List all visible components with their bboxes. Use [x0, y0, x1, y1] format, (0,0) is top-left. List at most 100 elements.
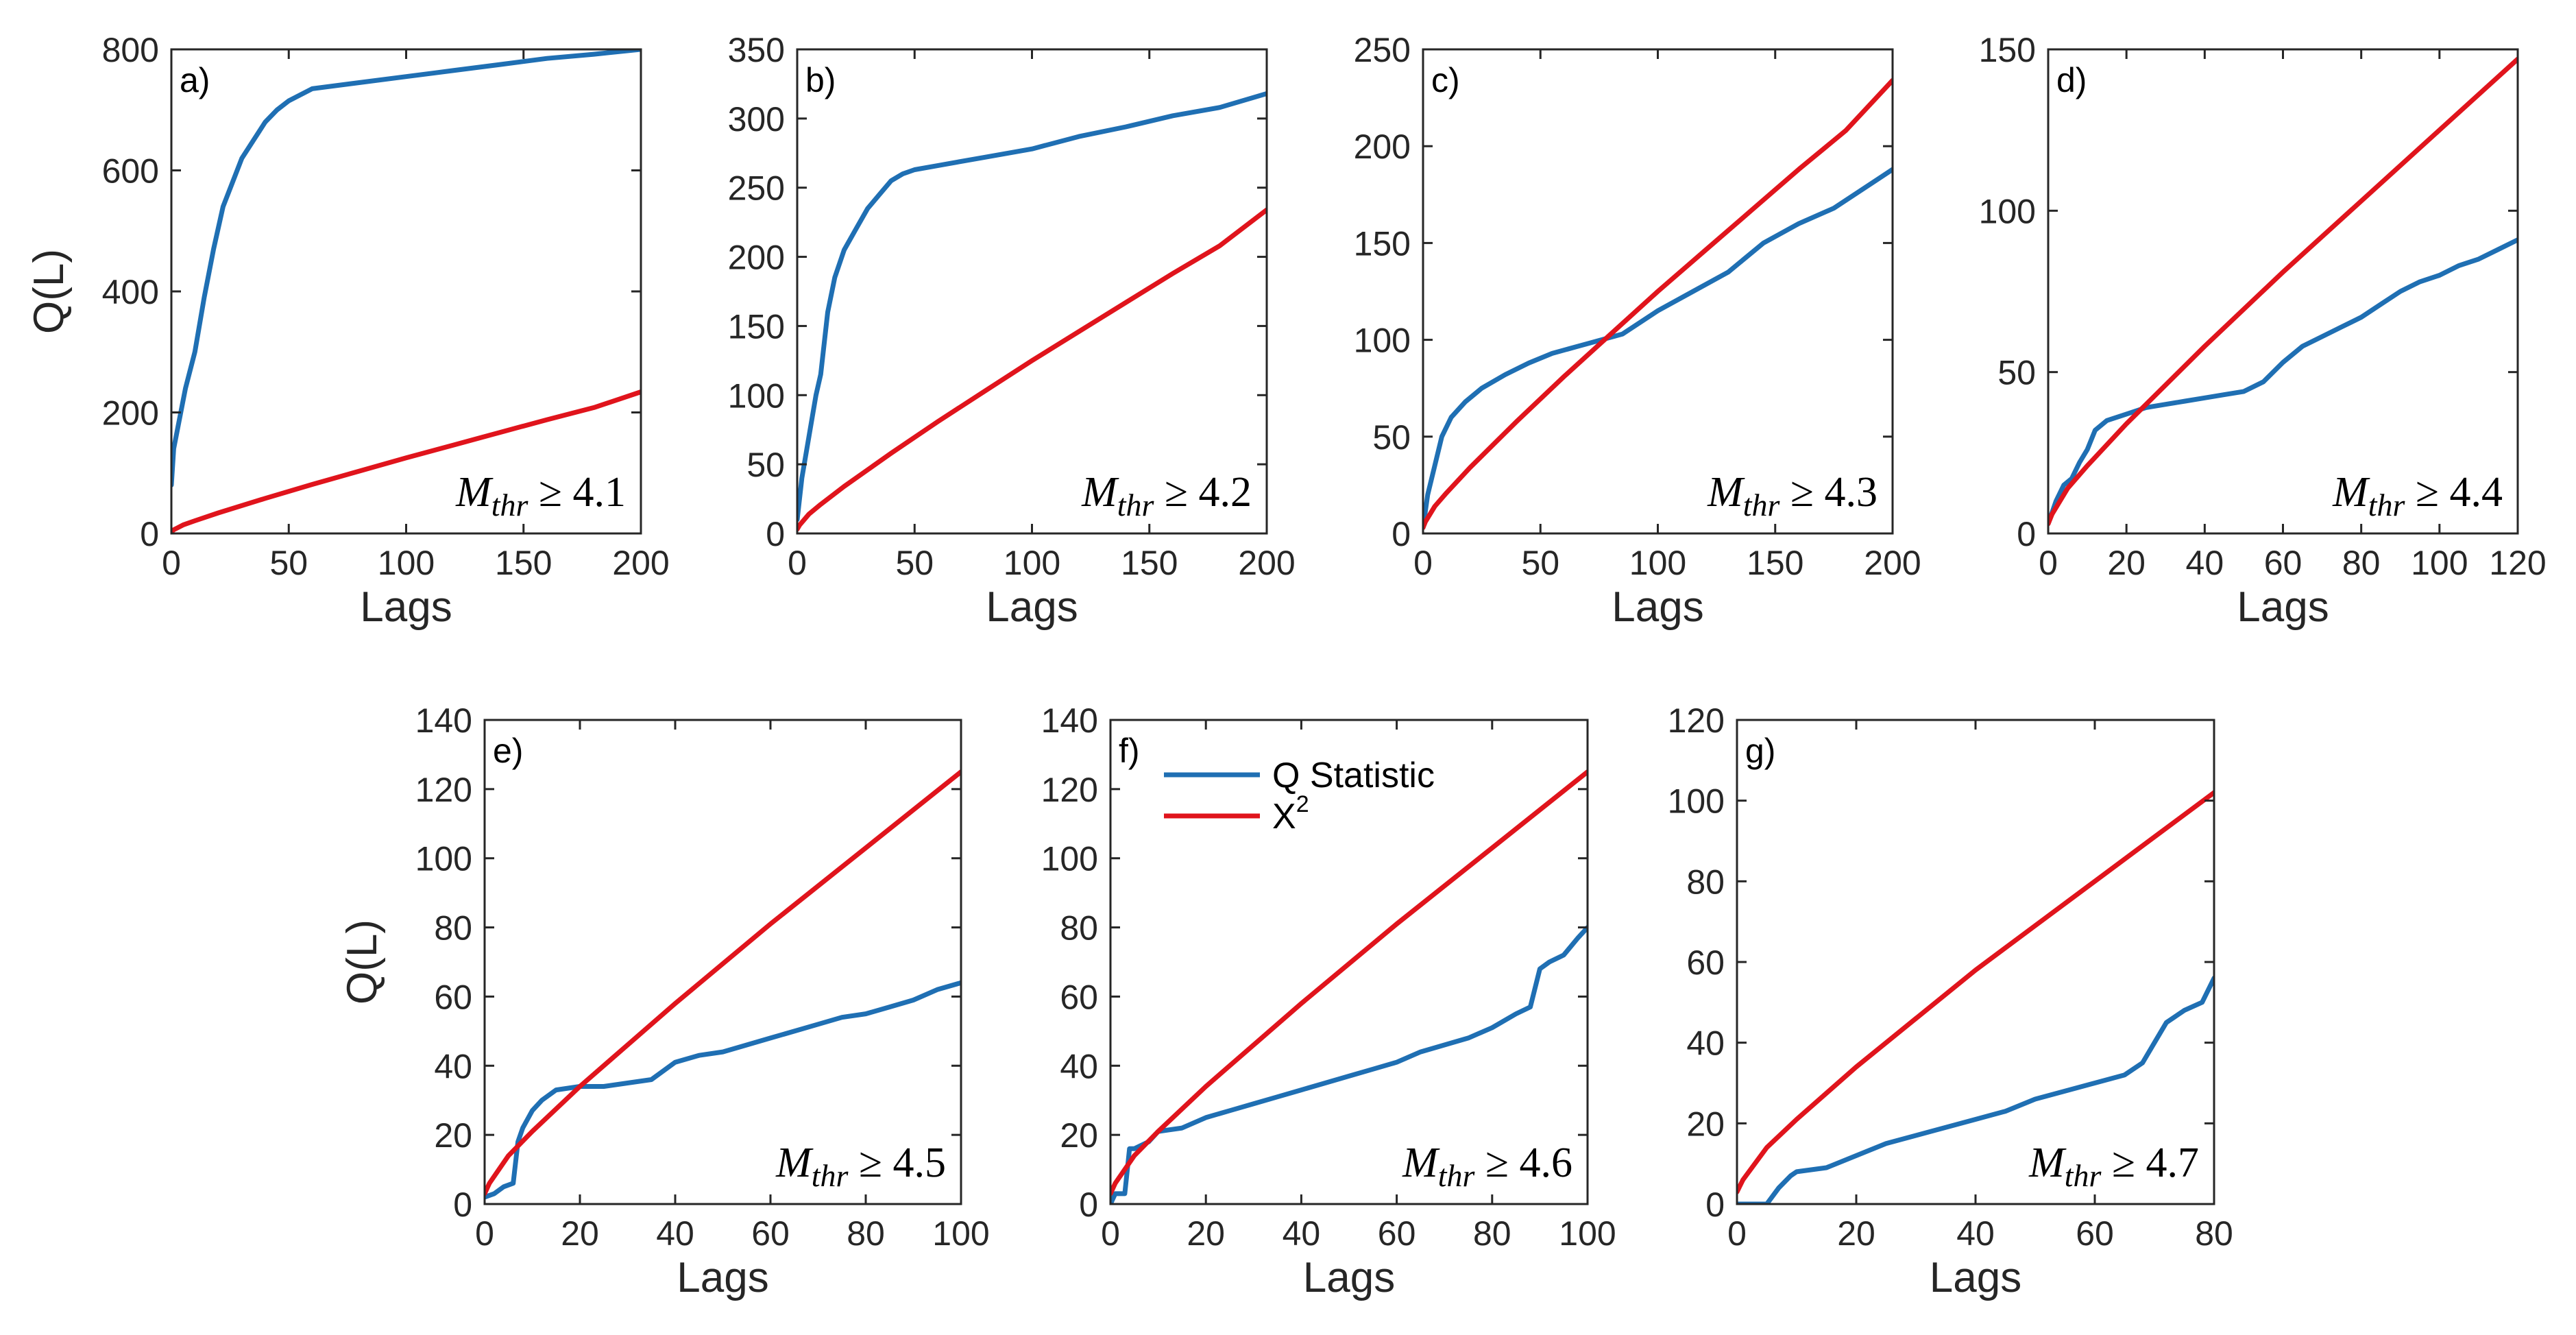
x-tick-label: 20	[561, 1214, 599, 1253]
x-axis-label: Lags	[986, 584, 1078, 631]
chi2-series	[797, 207, 1267, 532]
x-tick-label: 0	[2039, 544, 2058, 582]
x-tick-label: 80	[847, 1214, 885, 1253]
annotation-m: M	[1707, 469, 1745, 516]
y-tick-label: 800	[102, 31, 159, 69]
legend-chi2-label: X2	[1272, 791, 1309, 837]
panel-letter: b)	[805, 61, 836, 99]
q-statistic-series	[485, 980, 961, 1200]
x-tick-label: 50	[269, 544, 308, 582]
annotation-rest: ≥ 4.1	[528, 469, 626, 516]
y-tick-label: 100	[728, 376, 785, 415]
panel-c: 0 50 100 150 200 0 50 100 150 200 250 Lags c) Mthr ≥ …	[1354, 31, 1921, 631]
annotation-m: M	[2332, 469, 2370, 516]
y-tick-label: 0	[1392, 515, 1411, 553]
x-tick-label: 120	[2489, 544, 2546, 582]
q-statistic-series	[1737, 976, 2214, 1204]
axes-frame	[1109, 719, 1589, 1205]
x-tick-label: 80	[2342, 544, 2381, 582]
y-tick-label: 50	[746, 446, 785, 484]
x-axis-label: Lags	[1930, 1254, 2021, 1301]
legend-q-label: Q Statistic	[1272, 756, 1435, 795]
panel-letter: d)	[2056, 61, 2087, 99]
y-tick-label: 0	[453, 1186, 472, 1224]
x-tick-label: 150	[495, 544, 552, 582]
annotation-sub: thr	[1743, 488, 1781, 522]
x-tick-label: 0	[162, 544, 181, 582]
threshold-annotation: Mthr ≥ 4.4	[2332, 469, 2503, 522]
panel-g: 0 20 40 60 80 0 20 40 60 80 100 120 Lags g) Mthr ≥ 4.7	[1668, 701, 2233, 1301]
axes-frame	[483, 719, 962, 1205]
panel-d: 0 20 40 60 80 100 120 0 50 100 150 Lags d) Mthr ≥ 4.4	[1979, 31, 2547, 631]
x-tick-label: 200	[1864, 544, 1921, 582]
axes-frame	[1736, 719, 2215, 1205]
y-tick-label: 100	[1354, 322, 1411, 360]
q-statistic-series	[797, 91, 1267, 522]
annotation-rest: ≥ 4.7	[2101, 1140, 2199, 1186]
x-axis-label: Lags	[360, 584, 452, 631]
axes-frame	[170, 48, 642, 535]
annotation-m: M	[2028, 1140, 2067, 1186]
annotation-rest: ≥ 4.6	[1474, 1140, 1572, 1186]
chi2-series	[1110, 769, 1588, 1196]
y-tick-label: 60	[1686, 943, 1725, 982]
chi2-series	[485, 769, 961, 1196]
y-tick-label: 0	[1705, 1186, 1725, 1224]
annotation-sub: thr	[491, 488, 529, 522]
x-tick-label: 0	[788, 544, 807, 582]
x-tick-label: 0	[1413, 544, 1433, 582]
threshold-annotation: Mthr ≥ 4.1	[455, 469, 626, 522]
annotation-sub: thr	[1117, 488, 1155, 522]
x-tick-label: 50	[895, 544, 934, 582]
y-tick-label: 100	[1668, 782, 1725, 821]
y-tick-label: 250	[728, 169, 785, 208]
panel-f: 0 20 40 60 80 100 0 20 40 60 80 100 120 140 Lags f) Mthr…	[1041, 701, 1616, 1301]
x-tick-label: 100	[378, 544, 435, 582]
y-tick-label: 0	[2017, 515, 2036, 553]
y-tick-label: 140	[415, 701, 472, 740]
x-tick-label: 80	[2195, 1214, 2233, 1253]
annotation-m: M	[775, 1140, 814, 1186]
y-tick-label: 140	[1041, 701, 1098, 740]
y-tick-label: 200	[1354, 128, 1411, 166]
annotation-m: M	[1402, 1140, 1440, 1186]
y-tick-label: 120	[1668, 701, 1725, 740]
x-tick-label: 40	[1283, 1214, 1321, 1253]
x-tick-label: 20	[1837, 1214, 1875, 1253]
q-statistic-series	[2048, 237, 2518, 527]
y-tick-label: 40	[1060, 1047, 1098, 1085]
x-tick-label: 20	[1187, 1214, 1225, 1253]
panel-letter: e)	[493, 732, 523, 770]
x-axis-label: Lags	[2237, 584, 2329, 631]
x-tick-label: 0	[475, 1214, 494, 1253]
x-tick-label: 80	[1473, 1214, 1511, 1253]
x-tick-label: 150	[1121, 544, 1178, 582]
x-tick-label: 60	[1378, 1214, 1416, 1253]
x-tick-label: 60	[2264, 544, 2302, 582]
x-tick-label: 60	[2076, 1214, 2114, 1253]
threshold-annotation: Mthr ≥ 4.2	[1081, 469, 1252, 522]
x-tick-label: 20	[2107, 544, 2146, 582]
x-tick-label: 50	[1521, 544, 1559, 582]
x-axis-label: Lags	[1303, 1254, 1395, 1301]
y-tick-label: 100	[1041, 840, 1098, 878]
annotation-rest: ≥ 4.2	[1154, 469, 1252, 516]
y-tick-label: 40	[434, 1047, 472, 1085]
panel-b: 0 50 100 150 200 0 50 100 150 200 250 300 350 Lags b) M…	[728, 31, 1296, 631]
y-tick-label: 80	[434, 909, 472, 948]
annotation-sub: thr	[2368, 488, 2406, 522]
annotation-rest: ≥ 4.4	[2405, 469, 2503, 516]
axes-frame	[796, 48, 1268, 535]
y-tick-label: 50	[1997, 354, 2036, 392]
annotation-m: M	[1081, 469, 1119, 516]
q-statistic-series	[171, 49, 641, 488]
legend-chi2-x: X	[1272, 797, 1296, 837]
y-tick-label: 200	[102, 394, 159, 433]
y-tick-label: 100	[415, 840, 472, 878]
x-tick-label: 0	[1101, 1214, 1120, 1253]
y-axis-label: Q(L)	[25, 249, 73, 334]
panel-letter: f)	[1119, 732, 1140, 770]
panel-letter: g)	[1745, 732, 1775, 770]
threshold-annotation: Mthr ≥ 4.3	[1707, 469, 1878, 522]
